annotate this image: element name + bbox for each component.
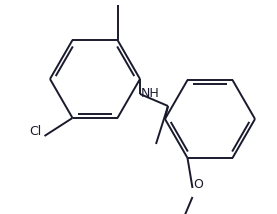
Text: NH: NH <box>141 86 160 100</box>
Text: O: O <box>194 178 203 191</box>
Text: Cl: Cl <box>29 125 42 138</box>
